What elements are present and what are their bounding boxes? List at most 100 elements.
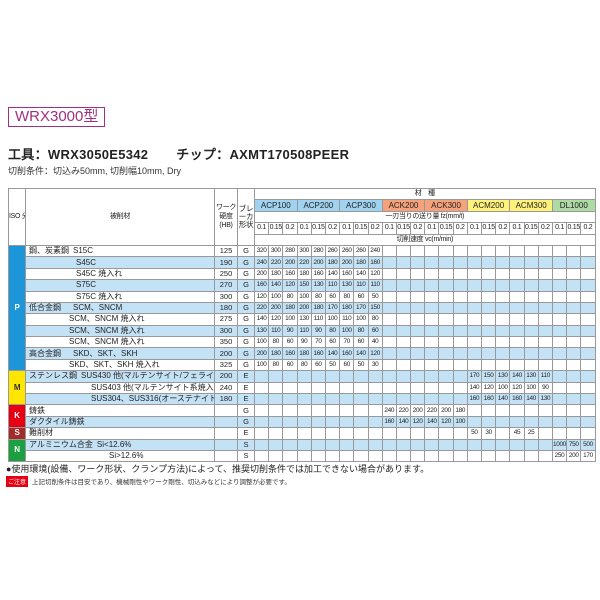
speed-value: 80 <box>268 358 284 372</box>
material-cell: ステンレス鋼 SUS430 他(マルテンサイト/フェライト系) <box>25 370 215 383</box>
speed-value <box>353 393 369 406</box>
speed-value <box>523 358 539 372</box>
speed-value <box>324 370 341 383</box>
speed-value <box>395 256 412 269</box>
speed-value <box>523 324 539 338</box>
speed-value <box>310 370 326 383</box>
speed-value <box>480 336 497 349</box>
speed-value <box>424 370 440 383</box>
speed-value: 200 <box>282 256 298 269</box>
speed-value <box>452 427 468 440</box>
speed-value <box>253 370 270 383</box>
speed-value <box>324 393 341 406</box>
speed-value: 110 <box>339 313 355 326</box>
speed-value: 100 <box>324 313 341 326</box>
speed-value: 170 <box>353 301 369 315</box>
feed-value: 0.15 <box>438 222 454 235</box>
iso-k: K <box>8 404 26 429</box>
speed-value <box>523 404 539 417</box>
speed-value <box>268 404 284 417</box>
speed-value <box>537 313 553 326</box>
material-group: ダクタイル鋳鉄 <box>29 417 85 426</box>
speed-value <box>424 393 440 406</box>
speed-value <box>438 279 454 292</box>
speed-value <box>566 336 582 349</box>
speed-value <box>580 415 596 429</box>
speed-value <box>580 256 596 269</box>
speed-value: 110 <box>268 324 284 338</box>
speed-value: 50 <box>324 358 341 372</box>
speed-value <box>395 244 412 258</box>
speed-value <box>282 449 298 463</box>
speed-value <box>324 415 341 429</box>
speed-value <box>410 347 426 360</box>
speed-value: 180 <box>452 404 468 417</box>
feed-value: 0.15 <box>523 222 539 235</box>
speed-value: 220 <box>395 404 412 417</box>
speed-value <box>452 256 468 269</box>
hardness-value: 270 <box>214 279 238 292</box>
cutting-conditions: 切削条件：切込み50mm, 切削幅10mm, Dry <box>8 166 182 176</box>
speed-value <box>381 427 397 440</box>
speed-value <box>253 427 270 440</box>
table-row: SCM、SNCM 焼入れ 275 G 140 120 100 130 110 100 110 100… <box>9 313 596 326</box>
speed-value <box>438 347 454 360</box>
speed-value <box>523 301 539 315</box>
speed-value <box>452 336 468 349</box>
speed-value <box>381 393 397 406</box>
speed-value <box>566 324 582 338</box>
speed-value <box>452 438 468 452</box>
hardness-value: 125 <box>214 244 238 258</box>
speed-value <box>438 381 454 395</box>
speed-value <box>580 290 596 303</box>
speed-value: 200 <box>410 404 426 417</box>
speed-value <box>395 358 412 372</box>
material-name: SUS430 他(マルテンサイト/フェライト系) <box>81 371 214 381</box>
speed-value: 220 <box>268 256 284 269</box>
speed-value <box>367 404 383 417</box>
material-group: アルミニウム合金 <box>29 439 93 449</box>
feed-value: 0.2 <box>452 222 468 235</box>
feed-value: 0.2 <box>537 222 553 235</box>
speed-value: 60 <box>339 358 355 372</box>
speed-value <box>381 244 397 258</box>
speed-value <box>381 301 397 315</box>
table-row: SCM、SNCM 焼入れ 350 G 100 80 60 90 70 60 70 60 40 <box>9 336 596 349</box>
speed-value: 70 <box>339 336 355 349</box>
speed-value <box>296 438 312 452</box>
speed-value <box>424 313 440 326</box>
speed-value: 160 <box>339 267 355 281</box>
speed-value <box>296 427 312 440</box>
speed-value <box>466 358 483 372</box>
hardness-value: 200 <box>214 347 238 360</box>
speed-value: 140 <box>466 381 483 395</box>
speed-value: 110 <box>296 324 312 338</box>
speed-value <box>381 256 397 269</box>
material-group: 鋼、炭素鋼 <box>29 246 69 256</box>
speed-value <box>324 381 341 395</box>
speed-value <box>296 370 312 383</box>
speed-value <box>551 336 568 349</box>
table-row: K 鋳鉄 G 240 220 200 220 200 180 <box>8 404 596 429</box>
speed-value: 90 <box>537 381 553 395</box>
speed-value <box>339 438 355 452</box>
feed-value: 0.2 <box>580 222 596 235</box>
speed-value <box>466 244 483 258</box>
speed-value: 120 <box>367 267 383 281</box>
caution-badge: ご注意 <box>6 476 29 487</box>
speed-value <box>537 244 553 258</box>
speed-value <box>339 370 355 383</box>
speed-value: 160 <box>282 267 298 281</box>
speed-value <box>438 393 454 406</box>
table-row: ダクタイル鋳鉄 G 160 140 120 140 120 100 <box>9 415 596 429</box>
speed-value <box>367 438 383 452</box>
speed-value <box>424 381 440 395</box>
speed-value: 200 <box>296 301 312 315</box>
speed-value <box>509 449 525 463</box>
speed-value <box>480 244 497 258</box>
speed-value <box>551 244 568 258</box>
speed-value <box>438 313 454 326</box>
speed-value <box>537 415 553 429</box>
speed-value <box>551 427 568 440</box>
material-group: ステンレス鋼 <box>29 371 77 381</box>
